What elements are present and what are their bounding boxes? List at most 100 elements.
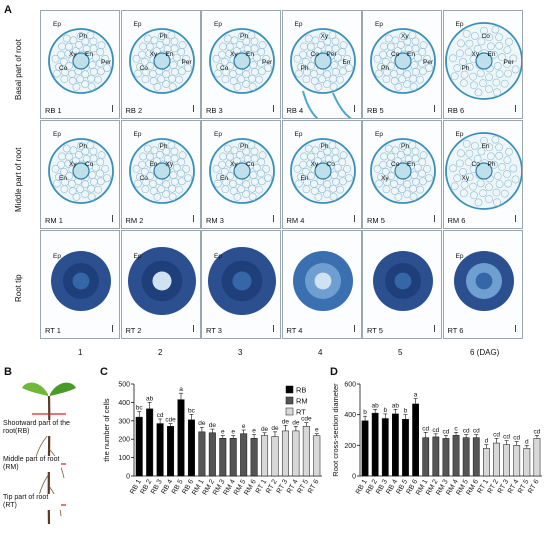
tissue-label: Xy [461, 175, 470, 182]
bar [229, 438, 237, 477]
chart-d-container: 0 200 400 600 Root cross-section diameter b RB… [330, 374, 548, 536]
significance-letter: e [252, 428, 256, 435]
micrograph-rb-1: Ep Ph Xy Co En Per RB 1 [40, 10, 120, 119]
scale-bar [514, 105, 516, 112]
significance-letter: ab [392, 402, 400, 409]
micrograph-rt-1: Ep RT 1 [40, 230, 120, 339]
significance-letter: a [179, 386, 183, 393]
cross-section-image [292, 251, 353, 311]
day-label-5: 5 [398, 348, 403, 357]
bar [240, 433, 248, 477]
tissue-label: Xy [401, 33, 409, 40]
bar [146, 408, 154, 477]
significance-letter: b [404, 408, 408, 415]
significance-letter: bc [136, 405, 144, 412]
bar [493, 442, 500, 477]
scale-bar [273, 215, 274, 222]
tissue-label: Co [391, 51, 400, 58]
y-tick-label: 100 [118, 455, 130, 462]
micrograph-label: RT 4 [286, 326, 303, 335]
tissue-label: Xy [149, 51, 158, 58]
micrograph-label: RM 3 [206, 216, 224, 225]
tissue-label: Xy [471, 51, 480, 58]
tissue-label: Ep [53, 253, 61, 260]
significance-letter: b [363, 409, 367, 416]
tissue-label: Co [59, 65, 68, 72]
significance-letter: cde [165, 417, 176, 424]
tissue-label: Per [326, 51, 337, 58]
micrograph-label: RT 3 [206, 326, 222, 335]
micrograph-rt-6: Ep RT 6 [442, 230, 523, 339]
bar [177, 399, 185, 477]
micrograph-rb-2: Ep Ph Xy Co En Per RB 2 [120, 10, 201, 119]
bar [135, 416, 143, 477]
significance-letter: b [383, 407, 387, 414]
scale-bar [112, 325, 113, 332]
y-axis-label: Root cross-section diameter [331, 383, 340, 477]
diagram-label-middle: Middle part of root (RM) [3, 456, 61, 472]
tissue-label: Ph [381, 65, 389, 72]
cross-section-image [128, 28, 195, 94]
y-tick-label: 300 [118, 418, 130, 425]
cross-section-image [289, 138, 356, 204]
tissue-label: Co [139, 175, 148, 182]
y-tick-label: 0 [352, 474, 356, 481]
tissue-label: Per [503, 59, 514, 66]
significance-letter: cd [422, 425, 429, 432]
tissue-label: En [407, 161, 415, 168]
micrograph-label: RT 1 [45, 326, 61, 335]
cross-section-image [208, 247, 276, 315]
bar [392, 413, 399, 477]
y-axis-label: the number of cells [102, 398, 111, 462]
cross-section-image [370, 28, 436, 94]
cotyledon-icon [22, 382, 76, 396]
scale-bar [514, 325, 516, 332]
bar [503, 444, 510, 477]
tissue-label: Co [85, 161, 94, 168]
micrograph-rm-2: Ep Ph En Co Xy RM 2 [120, 120, 201, 229]
significance-letter: cde [301, 416, 312, 423]
bar [281, 430, 289, 477]
cross-section-image [289, 28, 356, 118]
legend-label: RT [296, 408, 306, 417]
bar [208, 432, 216, 477]
significance-letter: ab [372, 402, 380, 409]
bar [422, 437, 430, 477]
scale-bar [434, 105, 435, 112]
bar [371, 412, 379, 477]
y-tick-label: 500 [118, 382, 130, 389]
cross-section-image [373, 251, 433, 311]
tissue-label: Ep [133, 131, 142, 138]
bar [302, 426, 310, 477]
micrograph-label: RB 3 [206, 106, 223, 115]
row-label-basal: Basal part of root [14, 39, 23, 100]
micrograph-rm-3: Ep Ph Xy En Co RM 3 [201, 120, 281, 229]
tissue-label: Xy [310, 161, 319, 168]
micrograph-grid: Ep Ph Xy Co En Per RB 1 Ep Ph Xy Co En Per RB 2 Ep Ph Xy… [40, 10, 523, 340]
panel-b-letter: B [4, 366, 12, 378]
tissue-label: En [85, 51, 93, 58]
tissue-label: Ep [294, 131, 303, 138]
micrograph-label: RT 2 [125, 326, 142, 335]
tissue-label: Ep [133, 253, 142, 260]
diagram-label-tip: Tip part of root (RT) [3, 494, 61, 510]
tissue-label: Per [262, 59, 273, 66]
tissue-label: Ep [455, 253, 464, 260]
bar [462, 437, 470, 477]
significance-letter: cd [534, 428, 541, 435]
tissue-label: En [59, 175, 67, 182]
micrograph-rm-6: Ep En Co Xy Ph RM 6 [442, 120, 523, 229]
row-label-tip: Root tip [14, 274, 23, 302]
bar [432, 436, 440, 477]
significance-letter: e [242, 423, 246, 430]
y-tick-label: 200 [118, 437, 130, 444]
diagram-label-shootward: Shootward part of the root(RB) [3, 420, 71, 436]
tissue-label: Ph [159, 143, 168, 150]
bar [292, 430, 300, 477]
panel-d-letter: D [330, 366, 338, 378]
y-tick-label: 400 [344, 412, 356, 419]
tissue-label: Ep [133, 21, 142, 28]
tissue-label: Ep [455, 131, 464, 138]
tissue-label: En [407, 51, 415, 58]
tissue-label: Ep [53, 131, 61, 138]
